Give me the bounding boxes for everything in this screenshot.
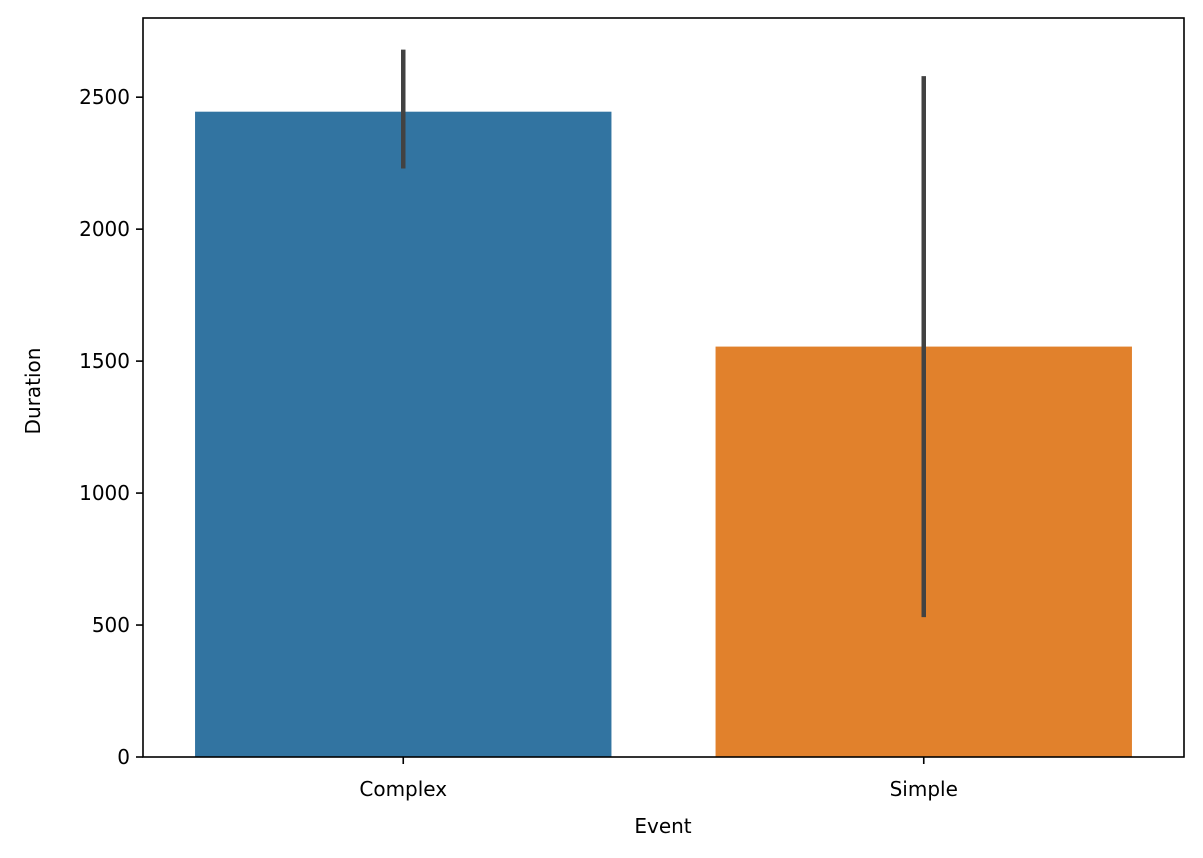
y-axis-label: Duration bbox=[21, 348, 45, 435]
y-tick-label-1500: 1500 bbox=[79, 349, 130, 373]
y-axis: 0 500 1000 1500 2000 2500 bbox=[79, 85, 143, 769]
bar-complex bbox=[195, 111, 612, 757]
x-axis-label: Event bbox=[634, 814, 691, 838]
y-tick-label-1000: 1000 bbox=[79, 481, 130, 505]
y-tick-label-2000: 2000 bbox=[79, 217, 130, 241]
x-tick-label-complex: Complex bbox=[359, 777, 447, 801]
y-tick-label-500: 500 bbox=[92, 613, 130, 637]
plot-frame bbox=[142, 17, 1185, 758]
x-axis: Complex Simple bbox=[359, 757, 958, 801]
x-tick-label-simple: Simple bbox=[890, 777, 958, 801]
error-bars-layer bbox=[401, 49, 926, 618]
bars-layer bbox=[195, 111, 1132, 757]
y-tick-label-2500: 2500 bbox=[79, 85, 130, 109]
y-tick-label-0: 0 bbox=[117, 745, 130, 769]
